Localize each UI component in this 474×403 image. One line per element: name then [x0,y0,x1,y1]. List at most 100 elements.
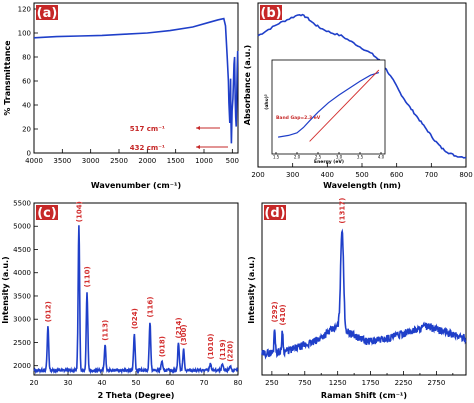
panel-d-x-tick-label: 250 [265,379,278,387]
panel-b-x-ticks: 200 300 400 500 600 700 800 [251,163,473,179]
panel-d-x-tick-label: 1750 [362,379,380,387]
panel-a-x-tick-label: 1000 [195,157,213,165]
panel-a-tag-bg [36,5,58,20]
panel-a-annotation-517: 517 cm⁻¹ [130,125,220,133]
panel-d-y-title: Intensity (a.u.) [247,256,256,323]
panel-b-x-tick-label: 800 [459,171,472,179]
panel-c-x-title: 2 Theta (Degree) [98,391,175,400]
inset-x-title: Energy (eV) [314,159,344,165]
panel-a-x-title: Wavenumber (cm⁻¹) [91,181,181,190]
panel-b-uvvis: 200 300 400 500 600 700 800 1.5 2.0 2.5 3.0 3.5 4.0… [243,2,473,190]
panel-a-y-tick-label: 120 [18,6,31,14]
panel-c-y-tick-label: 3500 [13,292,31,300]
inset-series-line [278,72,380,138]
panel-c-peak-label: (024) [131,308,139,329]
panel-d-peak-label: (292) [271,301,279,322]
panel-c-y-tick-label: 5000 [13,223,31,231]
panel-c-x-ticks: 20 30 40 50 60 70 80 [30,371,243,387]
inset-x-tick-label: 2.5 [315,155,322,160]
panel-a-annotation-432: 432 cm⁻¹ [130,144,228,152]
panel-a-annotation-517-arrowhead [196,126,200,130]
panel-b-tag: (b) [260,6,281,21]
panel-c-y-ticks: 2000 2500 3000 3500 4000 4500 5000 5500 [13,200,38,370]
panel-c-peak-label: (018) [158,336,166,357]
panel-c-peak-label: (104) [75,201,83,222]
panel-a-x-tick-label: 2500 [110,157,128,165]
panel-a-y-title: % Transmittance [3,40,12,116]
panel-b-x-tick-label: 400 [321,171,334,179]
panel-c-y-tick-label: 2500 [13,339,31,347]
panel-c-xrd: 20 30 40 50 60 70 80 2000 2500 3000 3500 4000 4500 5… [1,200,242,401]
inset-band-gap-note: Band Gap=2.3 eV [276,115,321,121]
panel-a-x-tick-label: 3500 [53,157,71,165]
panel-a-ftir: 4000 3500 3000 2500 2000 1500 1000 500 0 20 40 60 8… [3,2,239,190]
panel-a-x-ticks: 4000 3500 3000 2500 2000 1500 1000 500 [25,149,239,165]
panel-a-y-tick-label: 0 [27,150,31,158]
panel-a-annotation-517-label: 517 cm⁻¹ [130,125,165,133]
panel-c-peak-label: (119) [219,339,227,360]
panel-d-raman: 250 750 1250 1750 2250 2750 (292) (410)(1317) … [247,198,467,400]
panel-a-series-line [33,17,239,144]
panel-c-tag-bg [36,205,58,220]
panel-a-y-tick-label: 60 [22,78,31,86]
panel-d-tag: (d) [264,206,285,221]
panel-a-annotation-432-label: 432 cm⁻¹ [130,144,165,152]
panel-d-x-tick-label: 750 [298,379,311,387]
panel-b-y-title: Absorbance (a.u.) [243,45,252,125]
panel-a-annotation-432-arrowhead [196,145,200,149]
panel-c-peak-label: (1010) [207,333,215,359]
panel-c-x-tick-label: 50 [132,379,141,387]
panel-c-y-tick-label: 5500 [13,200,31,208]
panel-d-x-tick-label: 1250 [329,379,347,387]
panel-c-x-tick-label: 70 [200,379,209,387]
inset-x-tick-label: 4.0 [378,155,385,160]
panel-a-x-tick-label: 3000 [82,157,100,165]
panel-b-x-tick-label: 600 [390,171,403,179]
panel-c-peak-label: (012) [44,301,52,322]
inset-frame [271,59,386,155]
panel-a-y-tick-label: 100 [18,30,31,38]
panel-c-peak-label: (110) [84,266,92,287]
panel-d-peak-label: (1317) [339,198,347,224]
inset-x-tick-label: 2.0 [294,155,301,160]
panel-b-x-tick-label: 700 [425,171,438,179]
panel-c-peak-label: (113) [102,320,110,341]
panel-c-peak-labels: (012) (104) (110) (113) (024) (116) (018) (214)… [44,201,234,361]
panel-c-y-title: Intensity (a.u.) [1,256,10,323]
panel-d-tag-bg [264,205,286,220]
panel-a-tag: (a) [37,6,58,21]
panel-d-x-ticks: 250 750 1250 1750 2250 2750 [265,371,454,387]
panel-a-y-tick-label: 40 [22,102,31,110]
panel-b-x-tick-label: 200 [251,171,264,179]
panel-a-x-tick-label: 4000 [25,157,43,165]
panel-b-series-line [257,13,467,159]
inset-x-tick-label: 3.5 [357,155,364,160]
panel-a-y-ticks: 0 20 40 60 80 100 120 [18,6,38,158]
panel-c-tag: (c) [37,206,57,221]
panel-d-x-tick-label: 2750 [427,379,445,387]
panel-c-peak-label: (214) [175,317,183,338]
panel-c-peak-label: (220) [227,341,235,362]
panel-c-y-tick-label: 3000 [13,316,31,324]
panel-a-y-tick-label: 80 [22,54,31,62]
inset-x-tick-label: 3.0 [336,155,343,160]
inset-x-tick-label: 1.5 [273,155,280,160]
panel-d-frame [261,202,467,376]
panel-a-frame [33,2,239,154]
panel-b-inset-tauc: 1.5 2.0 2.5 3.0 3.5 4.0 Band Gap=2.3 eV Energ… [264,59,386,165]
panel-a-y-tick-label: 20 [22,126,31,134]
panel-c-peak-label: (116) [146,297,154,318]
panel-c-x-tick-label: 30 [64,379,73,387]
inset-y-title: (αhν)² [264,94,270,109]
panel-b-x-tick-label: 300 [286,171,299,179]
panel-a-x-tick-label: 500 [226,157,239,165]
panel-c-x-tick-label: 20 [30,379,39,387]
panel-d-series-line [261,228,467,360]
panel-c-x-tick-label: 80 [234,379,243,387]
panel-b-tag-bg [260,5,282,20]
panel-c-y-tick-label: 4500 [13,246,31,254]
inset-x-ticks: 1.5 2.0 2.5 3.0 3.5 4.0 [273,152,385,160]
panel-c-series-line [33,225,239,375]
panel-d-peak-labels: (292) (410) (1317) [271,198,346,326]
